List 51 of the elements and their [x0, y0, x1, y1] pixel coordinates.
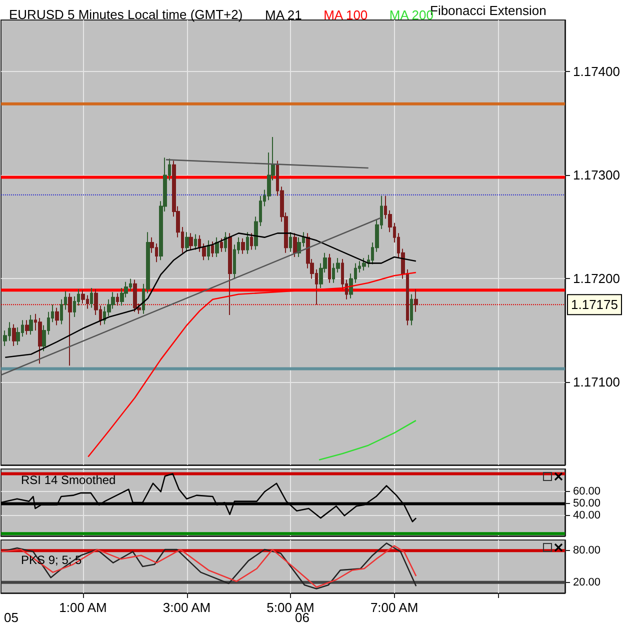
candlestick — [189, 232, 193, 250]
y-tick-label: 40.00 — [573, 510, 601, 522]
candlestick — [185, 232, 189, 252]
candlestick — [406, 268, 409, 326]
candlestick — [133, 279, 137, 312]
candlestick — [362, 258, 366, 271]
x-tick-label: 3:00 AM — [162, 600, 211, 615]
candlestick — [38, 318, 42, 364]
y-tick-label: 1.17300 — [573, 168, 620, 183]
ref-line-label: 1.17175 — [571, 297, 618, 312]
y-tick-label: 20.00 — [573, 576, 601, 588]
line-series — [4, 232, 417, 358]
x-tick-label: 7:00 AM — [370, 600, 418, 615]
candlestick — [207, 240, 210, 261]
candlestick — [289, 232, 292, 252]
candlestick — [90, 288, 93, 308]
candlestick — [116, 292, 119, 306]
candlestick — [246, 232, 249, 254]
text: MA 100 — [324, 8, 368, 22]
line-series — [318, 420, 417, 460]
candlestick — [68, 292, 72, 366]
y-tick-label: 50.00 — [573, 498, 601, 510]
y-tick-label: 1.17100 — [573, 374, 620, 390]
candlestick — [202, 243, 206, 261]
candlestick — [220, 238, 223, 252]
y-tick-label: 1.17200 — [573, 271, 620, 286]
candlestick — [12, 324, 16, 346]
candlestick — [328, 253, 331, 284]
candlestick — [224, 232, 227, 252]
candlestick — [55, 307, 59, 326]
candlestick — [194, 234, 197, 250]
text: 05 — [4, 610, 18, 625]
y-tick-label: 60.00 — [573, 486, 601, 498]
candlestick — [211, 240, 214, 258]
y-tick-label: 80.00 — [573, 544, 601, 557]
candlestick — [250, 232, 253, 250]
candlestick — [241, 238, 245, 254]
candlestick — [228, 232, 232, 316]
text: MA 21 — [265, 8, 302, 22]
candlestick — [198, 234, 201, 252]
chart-title: RSI 14 Smoothed — [21, 473, 116, 487]
x-tick-label: 1:00 AM — [59, 600, 107, 615]
candlestick — [215, 236, 219, 258]
candlestick — [414, 288, 418, 312]
candlestick — [25, 320, 29, 336]
chart-title: EURUSD 5 Minutes Local time (GMT+2) — [9, 7, 243, 22]
y-tick-label: 1.17400 — [573, 64, 620, 80]
candlestick — [29, 314, 33, 336]
candlestick — [410, 294, 413, 326]
candlestick — [293, 232, 297, 258]
candlestick — [81, 290, 85, 304]
